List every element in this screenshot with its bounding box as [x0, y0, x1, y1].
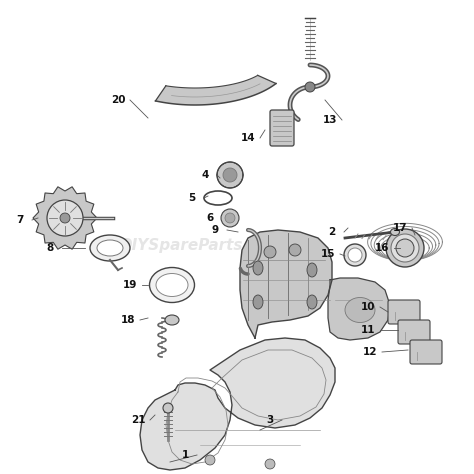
Text: 6: 6	[206, 213, 214, 223]
Polygon shape	[33, 187, 97, 249]
Polygon shape	[140, 338, 335, 470]
Circle shape	[47, 200, 83, 236]
Ellipse shape	[97, 240, 123, 256]
Text: 10: 10	[361, 302, 375, 312]
Polygon shape	[155, 75, 276, 105]
Text: 18: 18	[121, 315, 135, 325]
Ellipse shape	[165, 315, 179, 325]
Ellipse shape	[348, 248, 362, 262]
Text: 9: 9	[211, 225, 219, 235]
Text: 16: 16	[375, 243, 389, 253]
Circle shape	[163, 403, 173, 413]
Polygon shape	[240, 230, 332, 338]
Ellipse shape	[253, 261, 263, 275]
FancyBboxPatch shape	[398, 320, 430, 344]
Text: 11: 11	[361, 325, 375, 335]
Ellipse shape	[396, 239, 414, 257]
Text: 12: 12	[363, 347, 377, 357]
Ellipse shape	[253, 295, 263, 309]
Text: 20: 20	[111, 95, 125, 105]
Text: 17: 17	[392, 223, 407, 233]
Ellipse shape	[156, 273, 188, 297]
Text: 14: 14	[241, 133, 255, 143]
Ellipse shape	[391, 228, 400, 236]
Text: DIYSpareParts.com: DIYSpareParts.com	[120, 238, 284, 253]
Ellipse shape	[386, 229, 424, 267]
Circle shape	[225, 213, 235, 223]
Ellipse shape	[345, 298, 375, 322]
Circle shape	[217, 162, 243, 188]
Text: 8: 8	[46, 243, 54, 253]
FancyBboxPatch shape	[410, 340, 442, 364]
Text: 13: 13	[323, 115, 337, 125]
Circle shape	[221, 209, 239, 227]
Polygon shape	[328, 278, 390, 340]
Circle shape	[305, 82, 315, 92]
FancyBboxPatch shape	[388, 300, 420, 324]
Ellipse shape	[344, 244, 366, 266]
Ellipse shape	[307, 263, 317, 277]
Circle shape	[223, 168, 237, 182]
Ellipse shape	[391, 234, 419, 262]
Circle shape	[60, 213, 70, 223]
FancyBboxPatch shape	[270, 110, 294, 146]
Circle shape	[265, 459, 275, 469]
Text: 7: 7	[16, 215, 24, 225]
Text: 5: 5	[188, 193, 196, 203]
Text: 1: 1	[182, 450, 189, 460]
Circle shape	[289, 244, 301, 256]
Text: 3: 3	[266, 415, 273, 425]
Circle shape	[264, 246, 276, 258]
Text: 15: 15	[321, 249, 335, 259]
Text: 2: 2	[328, 227, 336, 237]
Text: 21: 21	[131, 415, 145, 425]
Ellipse shape	[90, 235, 130, 261]
Text: 19: 19	[123, 280, 137, 290]
Ellipse shape	[149, 267, 194, 302]
Ellipse shape	[307, 295, 317, 309]
Circle shape	[205, 455, 215, 465]
Text: 4: 4	[201, 170, 209, 180]
